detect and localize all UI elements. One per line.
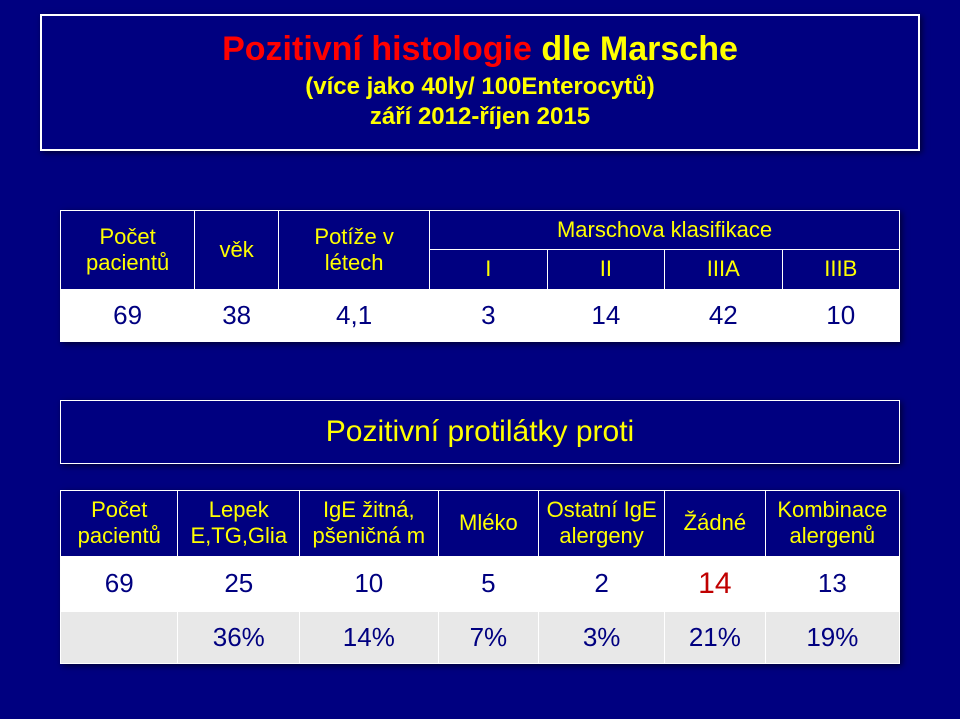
hdr-lepek: Lepek E,TG,Glia [178,491,300,557]
hdr-ostatni: Ostatní IgE alergeny [539,491,665,557]
cell [61,611,178,663]
hdr-kombinace: Kombinace alergenů [765,491,899,557]
hdr-ige-zitna: IgE žitná, pšeničná m [300,491,438,557]
cell: 14 [547,289,664,341]
hdr-zadne: Žádné [665,491,766,557]
title-sub1: (více jako 40ly/ 100Enterocytů) [62,73,898,101]
cell: 3 [430,289,547,341]
table-header-row: Počet pacientů Lepek E,TG,Glia IgE žitná… [61,491,900,557]
hdr-pocet-pacientu: Počet pacientů [61,211,195,290]
cell-highlight: 14 [665,556,766,611]
cell: 36% [178,611,300,663]
table-row-percent: 36% 14% 7% 3% 21% 19% [61,611,900,663]
cell: 69 [61,289,195,341]
cell: 13 [765,556,899,611]
title-box: Pozitivní histologie dle Marsche (více j… [40,14,920,151]
cell: 19% [765,611,899,663]
table2-title: Pozitivní protilátky proti [61,401,900,464]
cell: 2 [539,556,665,611]
title-part-red: Pozitivní histologie [222,30,532,68]
table-row: 69 25 10 5 2 14 13 [61,556,900,611]
hdr-pocet: Počet pacientů [61,491,178,557]
hdr-II: II [547,250,664,289]
antibodies-title-table: Pozitivní protilátky proti [60,400,900,464]
cell: 38 [195,289,279,341]
cell: 69 [61,556,178,611]
cell: 42 [665,289,782,341]
table1: Počet pacientů věk Potíže v létech Marsc… [60,210,900,342]
hdr-potize: Potíže v létech [279,211,430,290]
hdr-IIIB: IIIB [782,250,900,289]
hdr-mleko: Mléko [438,491,539,557]
cell: 21% [665,611,766,663]
hdr-vek: věk [195,211,279,290]
hdr-IIIA: IIIA [665,250,782,289]
cell: 25 [178,556,300,611]
cell: 14% [300,611,438,663]
cell: 3% [539,611,665,663]
table-header-row: Počet pacientů věk Potíže v létech Marsc… [61,211,900,250]
cell: 5 [438,556,539,611]
classification-table: Počet pacientů věk Potíže v létech Marsc… [60,210,900,342]
table2-title-box: Pozitivní protilátky proti [60,400,900,464]
antibodies-table: Počet pacientů Lepek E,TG,Glia IgE žitná… [60,490,900,664]
hdr-marschova: Marschova klasifikace [430,211,900,250]
table-row: 69 38 4,1 3 14 42 10 [61,289,900,341]
hdr-I: I [430,250,547,289]
table2: Počet pacientů Lepek E,TG,Glia IgE žitná… [60,490,900,664]
cell: 10 [300,556,438,611]
title-sub2: září 2012-říjen 2015 [62,103,898,131]
cell: 7% [438,611,539,663]
cell: 10 [782,289,900,341]
title-main: Pozitivní histologie dle Marsche [62,30,898,69]
title-part-yellow: dle Marsche [532,30,738,68]
cell: 4,1 [279,289,430,341]
